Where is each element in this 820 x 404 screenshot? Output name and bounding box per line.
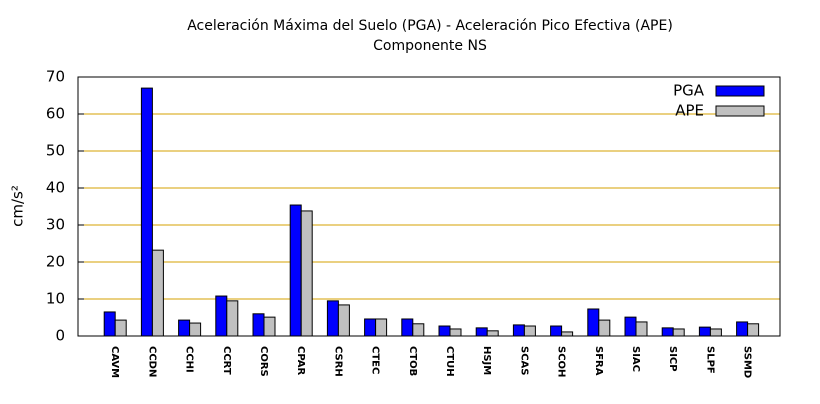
bar <box>300 210 313 337</box>
bar <box>326 300 339 337</box>
y-tick-label: 70 <box>46 68 65 86</box>
bar <box>475 327 488 337</box>
x-tick-label: CPAR <box>295 346 306 375</box>
bar <box>252 313 265 337</box>
plot-frame <box>77 76 781 337</box>
chart-title: Aceleración Máxima del Suelo (PGA) - Ace… <box>187 18 673 34</box>
bar <box>635 321 648 337</box>
bar <box>114 319 127 337</box>
bar <box>698 326 711 337</box>
bar <box>747 323 760 337</box>
bar <box>364 318 377 337</box>
legend-swatch <box>715 85 765 97</box>
bar <box>438 325 451 337</box>
bar <box>550 325 563 337</box>
bar <box>215 295 228 337</box>
x-tick-label: SICP <box>667 346 678 372</box>
bar <box>140 87 153 337</box>
bar <box>624 316 637 337</box>
x-tick-label: SCAS <box>518 346 529 375</box>
x-tick-label: SFRA <box>593 346 604 376</box>
bar <box>523 325 536 337</box>
x-tick-label: CAVM <box>109 346 120 378</box>
x-tick-label: CTEC <box>370 346 381 374</box>
bar <box>178 319 191 337</box>
x-tick-label: SCOH <box>556 346 567 377</box>
y-tick-label: 0 <box>55 327 65 345</box>
bar <box>587 308 600 337</box>
x-tick-label: CCRT <box>221 346 232 375</box>
bar <box>561 331 574 337</box>
x-tick-label: SIAC <box>630 346 641 372</box>
x-tick-label: CTUH <box>444 346 455 377</box>
y-tick-label: 50 <box>46 142 65 160</box>
bar <box>512 324 525 337</box>
chart-subtitle: Componente NS <box>373 38 487 54</box>
bar <box>226 300 239 337</box>
y-tick-label: 40 <box>46 179 65 197</box>
bar <box>486 330 499 337</box>
y-tick-label: 10 <box>46 290 65 308</box>
bar <box>661 327 674 337</box>
bar <box>189 322 202 337</box>
bar <box>736 321 749 337</box>
y-tick-label: 30 <box>46 216 65 234</box>
bar <box>375 318 388 337</box>
bar <box>103 311 116 337</box>
bar <box>401 318 414 337</box>
bar <box>289 204 302 337</box>
y-axis-label: cm/s² <box>9 185 27 227</box>
x-tick-label: HSJM <box>481 346 492 375</box>
x-tick-label: CORS <box>258 346 269 377</box>
y-tick-label: 20 <box>46 253 65 271</box>
legend-label: APE <box>675 102 704 120</box>
x-tick-label: CCHI <box>184 346 195 373</box>
bar <box>449 328 462 337</box>
legend-swatch <box>715 105 765 117</box>
x-tick-label: CSRH <box>332 346 343 377</box>
x-tick-label: SSMD <box>742 346 753 378</box>
bar <box>337 304 350 337</box>
x-tick-label: SLPF <box>704 346 715 374</box>
bar <box>151 249 164 337</box>
bar <box>263 316 276 337</box>
bar <box>672 328 685 337</box>
x-tick-label: CTOB <box>407 346 418 376</box>
bar <box>598 319 611 337</box>
legend-label: PGA <box>673 82 705 100</box>
bar <box>412 323 425 337</box>
y-tick-label: 60 <box>46 105 65 123</box>
x-tick-label: CCDN <box>146 346 157 377</box>
bar <box>709 328 722 337</box>
